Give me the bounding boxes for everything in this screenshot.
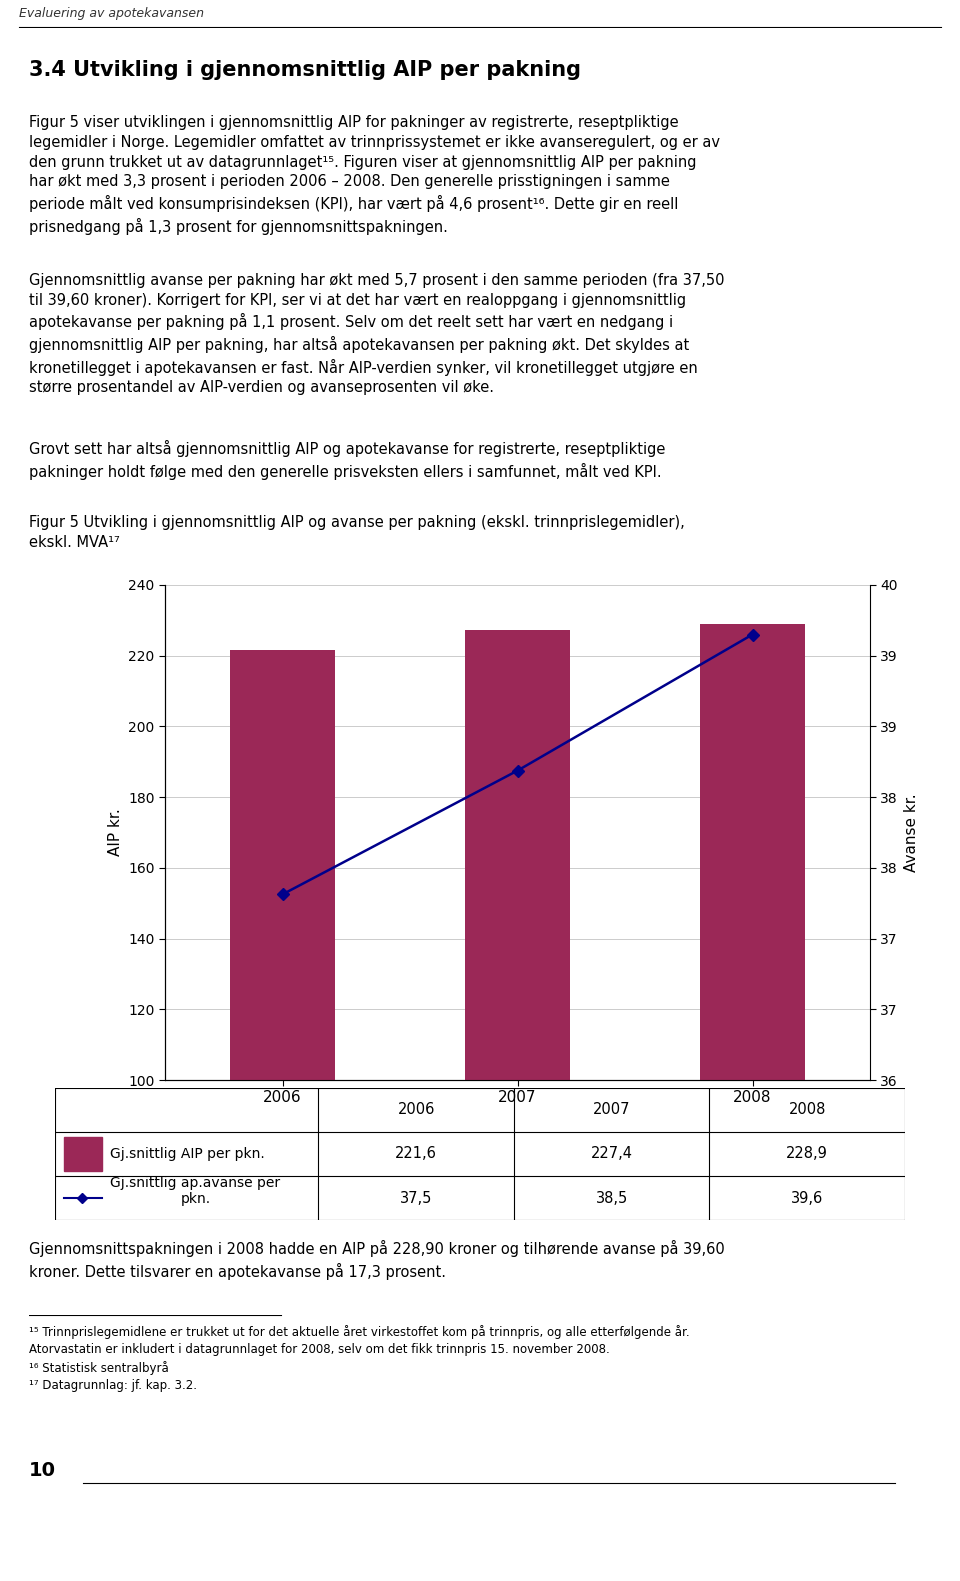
Bar xyxy=(465,629,570,1434)
Text: Gjennomsnittspakningen i 2008 hadde en AIP på 228,90 kroner og tilhørende avanse: Gjennomsnittspakningen i 2008 hadde en A… xyxy=(29,1240,725,1279)
Text: 10: 10 xyxy=(29,1461,56,1480)
Text: 38,5: 38,5 xyxy=(595,1190,628,1206)
Text: Evaluering av apotekavansen: Evaluering av apotekavansen xyxy=(19,6,204,21)
Text: Grovt sett har altså gjennomsnittlig AIP og apotekavanse for registrerte, resept: Grovt sett har altså gjennomsnittlig AIP… xyxy=(29,440,665,479)
Bar xyxy=(700,624,805,1434)
Text: ¹⁵ Trinnprislegemidlene er trukket ut for det aktuelle året virkestoffet kom på : ¹⁵ Trinnprislegemidlene er trukket ut fo… xyxy=(29,1325,689,1391)
Text: 2008: 2008 xyxy=(788,1102,826,1118)
Text: Figur 5 viser utviklingen i gjennomsnittlig AIP for pakninger av registrerte, re: Figur 5 viser utviklingen i gjennomsnitt… xyxy=(29,115,720,234)
Text: 2007: 2007 xyxy=(593,1102,631,1118)
Text: 2006: 2006 xyxy=(397,1102,435,1118)
Text: 39,6: 39,6 xyxy=(791,1190,824,1206)
Bar xyxy=(229,650,335,1434)
Text: 227,4: 227,4 xyxy=(590,1146,633,1162)
Text: Gj.snittlig ap.avanse per
pkn.: Gj.snittlig ap.avanse per pkn. xyxy=(110,1176,280,1206)
Y-axis label: AIP kr.: AIP kr. xyxy=(108,808,123,857)
Text: Gjennomsnittlig avanse per pakning har økt med 5,7 prosent i den samme perioden : Gjennomsnittlig avanse per pakning har ø… xyxy=(29,274,724,395)
Bar xyxy=(63,1137,102,1172)
Text: 228,9: 228,9 xyxy=(786,1146,828,1162)
Y-axis label: Avanse kr.: Avanse kr. xyxy=(903,794,919,871)
Text: 221,6: 221,6 xyxy=(396,1146,437,1162)
Text: 37,5: 37,5 xyxy=(400,1190,432,1206)
Text: Figur 5 Utvikling i gjennomsnittlig AIP og avanse per pakning (ekskl. trinnprisl: Figur 5 Utvikling i gjennomsnittlig AIP … xyxy=(29,515,684,550)
Text: Gj.snittlig AIP per pkn.: Gj.snittlig AIP per pkn. xyxy=(110,1146,265,1160)
Text: 3.4 Utvikling i gjennomsnittlig AIP per pakning: 3.4 Utvikling i gjennomsnittlig AIP per … xyxy=(29,60,581,81)
